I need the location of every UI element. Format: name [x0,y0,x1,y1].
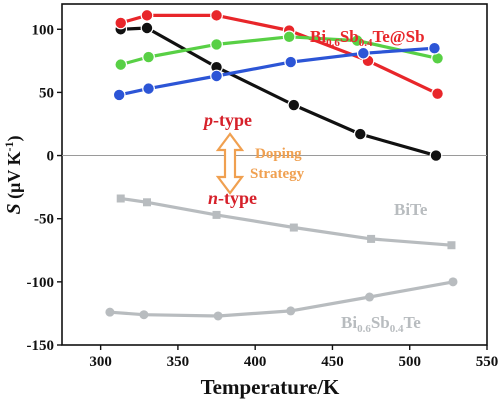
data-point [114,58,128,72]
series-layer [105,8,458,321]
data-point [140,8,154,22]
data-point [210,69,223,83]
legend-bisbte-end: Te [403,313,421,332]
legend-bisbte-sub1: 0.6 [357,323,371,335]
y-axis-symbol: S [3,203,25,214]
data-point [143,198,151,207]
x-tick-label: 500 [398,354,421,370]
y-tick-label: -50 [34,212,54,228]
x-tick-label: 350 [167,354,190,370]
data-point [447,241,456,250]
data-point [289,223,298,232]
x-axis-title: Temperature/K [201,375,340,399]
y-axis-unit-close: ) [4,136,25,142]
legend-bisbte-sb-end: Te@Sb [372,27,424,46]
doping-label: Doping [255,146,302,162]
legend-bite: BiTe [394,200,428,219]
p-type-italic: p [202,110,213,130]
data-point [105,307,115,317]
data-point [284,55,298,69]
y-tick-label: 100 [32,22,55,38]
data-point [116,194,125,203]
strategy-label: Strategy [250,166,305,182]
data-point [429,149,443,162]
data-point [139,310,149,320]
y-axis-title: S (μV K-1) [2,136,25,215]
p-type-rest: -type [213,110,252,130]
data-point [112,88,126,102]
data-point [431,87,444,101]
x-tick-label: 300 [89,354,112,370]
legend-bisbte-main: Bi [341,313,357,332]
y-tick-label: -100 [27,275,55,291]
y-axis-unit-open: (μV K [4,152,25,204]
data-point [210,8,223,22]
data-point [428,41,441,55]
series-line-5 [109,280,454,318]
y-tick-label: 50 [39,85,54,101]
n-type-rest: -type [218,188,257,208]
data-point [287,98,301,112]
legend-bisbte: Bi0.6Sb0.4Te [341,313,421,335]
series-line-4 [120,196,452,247]
p-type-label: p-type [202,110,252,130]
plot-area [61,3,488,346]
data-point [350,34,364,48]
y-tick-label: 0 [47,149,55,165]
axis-ticks: 300 350 400 450 500 550 -150 -100 -50 0 50 100 [27,22,499,370]
legend-bisbte-sb-sub1: 0.6 [326,37,340,49]
data-point [212,210,221,219]
data-point [210,38,223,51]
legend-bisbte-sb: Bi0.6Sb0.4Te@Sb [310,27,425,49]
data-point [213,311,223,321]
legend-bisbte-sb-mid: Sb [340,27,359,46]
data-point [448,277,458,287]
y-axis-unit-exp: -1 [2,142,16,152]
legend-bisbte-mid: Sb [371,313,390,332]
x-tick-label: 400 [244,354,267,370]
data-point [353,127,367,141]
n-type-label: n-type [208,188,257,208]
legend-bisbte-sb-main: Bi [310,27,326,46]
n-type-italic: n [208,188,218,208]
legend-bisbte-sb-sub2: 0.4 [359,37,373,49]
data-point [140,21,154,35]
data-point [142,82,155,96]
data-point [365,292,375,302]
data-point [356,46,370,60]
data-point [286,306,296,316]
double-arrow-icon [215,132,245,195]
x-tick-label: 450 [321,354,344,370]
legend-bisbte-sub2: 0.4 [390,323,404,335]
data-point [142,50,155,64]
data-point [114,16,128,30]
y-tick-label: -150 [27,338,55,354]
data-point [282,30,296,44]
data-point [367,234,376,243]
x-tick-label: 550 [476,354,499,370]
